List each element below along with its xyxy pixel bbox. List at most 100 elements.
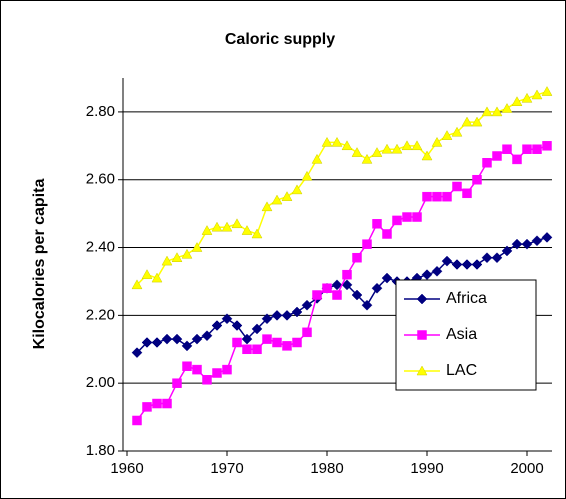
- marker: [451, 126, 463, 137]
- marker: [182, 361, 192, 371]
- marker: [322, 283, 332, 293]
- y-tick-label: 2.80: [86, 103, 115, 120]
- marker: [351, 147, 363, 157]
- marker: [532, 144, 542, 154]
- marker: [361, 299, 373, 311]
- marker: [521, 238, 533, 250]
- marker: [131, 279, 143, 290]
- marker: [291, 184, 303, 195]
- y-tick-label: 2.00: [86, 374, 115, 391]
- marker: [172, 378, 182, 388]
- marker: [392, 215, 402, 226]
- marker: [271, 310, 283, 321]
- marker: [181, 340, 193, 352]
- marker: [441, 130, 453, 140]
- marker: [311, 153, 323, 164]
- marker: [141, 269, 153, 279]
- marker: [252, 344, 262, 355]
- marker: [411, 140, 423, 151]
- marker: [531, 235, 543, 247]
- marker: [151, 337, 163, 348]
- marker: [351, 289, 363, 301]
- marker: [272, 337, 282, 348]
- x-tick-label: 2000: [510, 460, 543, 477]
- marker: [282, 341, 292, 351]
- marker: [131, 347, 143, 359]
- marker: [232, 337, 242, 348]
- chart-title: Caloric supply: [225, 31, 335, 48]
- y-tick-label: 1.80: [86, 442, 115, 459]
- x-tick-label: 1990: [410, 460, 443, 477]
- marker: [416, 293, 428, 305]
- marker: [321, 136, 333, 147]
- marker: [531, 89, 543, 100]
- marker: [261, 313, 273, 325]
- marker: [541, 232, 553, 243]
- marker: [461, 116, 473, 127]
- marker: [341, 140, 353, 151]
- marker: [222, 364, 232, 375]
- marker: [417, 330, 427, 340]
- marker: [191, 333, 203, 345]
- marker: [522, 144, 532, 154]
- marker: [382, 229, 392, 239]
- marker: [201, 225, 213, 235]
- marker: [301, 299, 313, 311]
- marker: [442, 191, 452, 202]
- y-tick-label: 2.60: [86, 171, 115, 188]
- marker: [492, 151, 502, 161]
- legend-label: LAC: [446, 362, 477, 379]
- marker: [191, 242, 203, 252]
- marker: [471, 259, 483, 270]
- marker: [416, 365, 428, 376]
- marker: [412, 212, 422, 222]
- y-tick-label: 2.20: [86, 306, 115, 323]
- marker: [202, 375, 212, 385]
- marker: [481, 252, 493, 264]
- marker: [391, 143, 403, 154]
- x-tick-label: 1970: [210, 460, 243, 477]
- marker: [142, 402, 152, 412]
- marker: [331, 136, 343, 147]
- x-tick-label: 1980: [310, 460, 343, 477]
- marker: [251, 228, 263, 239]
- marker: [161, 333, 173, 345]
- marker: [362, 239, 372, 249]
- marker: [481, 106, 493, 117]
- marker: [301, 170, 313, 181]
- marker: [331, 279, 343, 291]
- marker: [402, 212, 412, 222]
- marker: [462, 188, 472, 199]
- marker: [242, 344, 252, 355]
- marker: [241, 225, 253, 235]
- series: [132, 141, 552, 426]
- marker: [471, 116, 483, 127]
- marker: [332, 290, 342, 300]
- marker: [521, 92, 533, 103]
- marker: [432, 191, 442, 202]
- marker: [381, 272, 393, 284]
- marker: [192, 364, 202, 375]
- marker: [262, 334, 272, 344]
- marker: [421, 150, 433, 161]
- marker: [512, 154, 522, 165]
- marker: [501, 245, 513, 257]
- marker: [431, 136, 443, 147]
- marker: [281, 191, 293, 201]
- series: [131, 232, 553, 359]
- marker: [312, 290, 322, 300]
- marker: [241, 333, 253, 345]
- marker: [501, 103, 513, 113]
- marker: [221, 313, 233, 325]
- y-tick-label: 2.40: [86, 239, 115, 256]
- marker: [441, 255, 453, 267]
- marker: [511, 238, 523, 250]
- marker: [251, 323, 263, 335]
- marker: [482, 158, 492, 168]
- legend-label: Asia: [446, 326, 477, 343]
- marker: [401, 140, 413, 151]
- marker: [431, 265, 443, 277]
- marker: [292, 337, 302, 348]
